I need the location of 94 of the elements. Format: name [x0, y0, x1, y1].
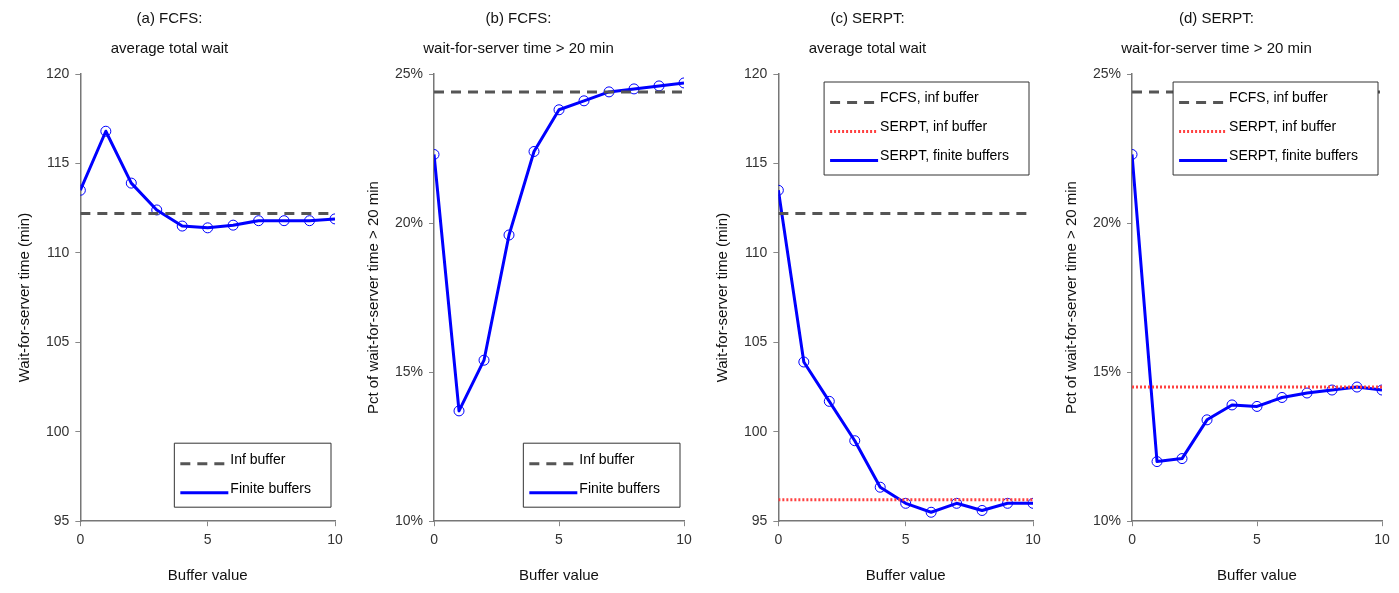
- x-tick-label: 10: [1374, 531, 1390, 548]
- y-tick-label: 100: [744, 422, 768, 439]
- chart-title: (c) SERPT:: [830, 9, 905, 27]
- y-tick-label: 115: [47, 154, 70, 171]
- x-tick-label: 5: [1253, 531, 1262, 548]
- y-tick-label: 20%: [394, 213, 424, 230]
- legend-label: Inf buffer: [579, 450, 635, 467]
- y-tick-label: 95: [53, 512, 70, 529]
- point: [478, 354, 490, 366]
- y-axis-title: Wait-for-server time (min): [15, 212, 33, 383]
- point: [1301, 387, 1313, 399]
- point: [176, 220, 188, 232]
- point: [253, 215, 265, 227]
- point: [874, 481, 886, 493]
- point: [951, 497, 963, 509]
- chart-subtitle: average total wait: [110, 39, 230, 57]
- point: [1276, 391, 1288, 403]
- y-tick-label: 20%: [1092, 213, 1122, 230]
- legend-label: SERPT, finite buffers: [880, 147, 1010, 164]
- point: [798, 356, 810, 368]
- point: [976, 504, 988, 516]
- x-tick-label: 5: [901, 531, 910, 548]
- chart-subtitle: average total wait: [808, 39, 928, 57]
- y-axis-title: Pct of wait-for-server time > 20 min: [364, 181, 382, 415]
- point: [125, 177, 137, 189]
- y-axis-title: Wait-for-server time (min): [713, 212, 731, 383]
- x-tick-label: 10: [676, 531, 692, 548]
- point: [628, 83, 640, 95]
- point: [925, 506, 937, 518]
- y-tick-label: 105: [744, 333, 768, 350]
- x-tick-label: 0: [430, 531, 439, 548]
- x-tick-label: 5: [555, 531, 564, 548]
- chart-title: (a) FCFS:: [136, 9, 203, 27]
- point: [100, 125, 112, 137]
- y-tick-label: 100: [46, 422, 70, 439]
- point: [900, 497, 912, 509]
- y-tick-label: 110: [47, 243, 70, 260]
- point: [453, 405, 465, 417]
- point: [1251, 400, 1263, 412]
- point: [1326, 384, 1338, 396]
- point: [603, 86, 615, 98]
- y-tick-label: 120: [46, 64, 70, 81]
- point: [528, 146, 540, 158]
- chart-title: (d) SERPT:: [1178, 9, 1255, 27]
- point: [1176, 453, 1188, 465]
- y-tick-label: 110: [745, 243, 768, 260]
- point: [1201, 414, 1213, 426]
- legend-label: SERPT, inf buffer: [880, 118, 988, 135]
- y-tick-label: 120: [744, 64, 768, 81]
- x-tick-label: 5: [203, 531, 212, 548]
- x-axis-title: Buffer value: [865, 566, 946, 584]
- y-tick-label: 15%: [1092, 362, 1122, 379]
- point: [578, 95, 590, 107]
- y-axis-title: Pct of wait-for-server time > 20 min: [1062, 181, 1080, 415]
- x-tick-label: 0: [774, 531, 783, 548]
- y-tick-label: 105: [46, 333, 70, 350]
- ref-line-label: FCFS, inf buffer: [1229, 89, 1328, 106]
- point: [1002, 497, 1014, 509]
- y-tick-label: 25%: [1092, 64, 1122, 81]
- y-tick-label: 25%: [394, 64, 424, 81]
- point: [304, 215, 316, 227]
- point: [227, 219, 239, 231]
- point: [202, 222, 214, 234]
- legend-label: Inf buffer: [230, 450, 286, 467]
- x-axis-title: Buffer value: [167, 566, 248, 584]
- chart-title: (b) FCFS:: [485, 9, 552, 27]
- x-axis-title: Buffer value: [1217, 566, 1297, 584]
- point: [553, 104, 565, 116]
- chart-subtitle: wait-for-server time > 20 min: [422, 39, 614, 57]
- point: [823, 395, 835, 407]
- x-tick-label: 10: [1025, 531, 1041, 548]
- chart-subtitle: wait-for-server time > 20 min: [1120, 39, 1312, 57]
- x-tick-label: 0: [76, 531, 85, 548]
- y-tick-label: 95: [751, 512, 768, 529]
- point: [1226, 399, 1238, 411]
- point: [653, 80, 665, 92]
- y-tick-label: 15%: [394, 362, 424, 379]
- legend-label: Finite buffers: [230, 479, 311, 496]
- legend-label: FCFS, inf buffer: [880, 89, 979, 106]
- y-tick-label: 10%: [394, 512, 424, 529]
- point: [503, 229, 515, 241]
- x-axis-title: Buffer value: [519, 566, 599, 584]
- legend-label: SERPT, inf buffer: [1229, 118, 1337, 135]
- point: [278, 215, 290, 227]
- y-tick-label: 10%: [1092, 512, 1122, 529]
- x-tick-label: 0: [1128, 531, 1137, 548]
- legend-label: SERPT, finite buffers: [1229, 147, 1359, 164]
- point: [1151, 456, 1163, 468]
- point: [849, 435, 861, 447]
- y-tick-label: 115: [745, 154, 768, 171]
- x-tick-label: 10: [327, 531, 343, 548]
- point: [151, 204, 163, 216]
- point: [1351, 381, 1363, 393]
- legend-label: Finite buffers: [579, 479, 660, 496]
